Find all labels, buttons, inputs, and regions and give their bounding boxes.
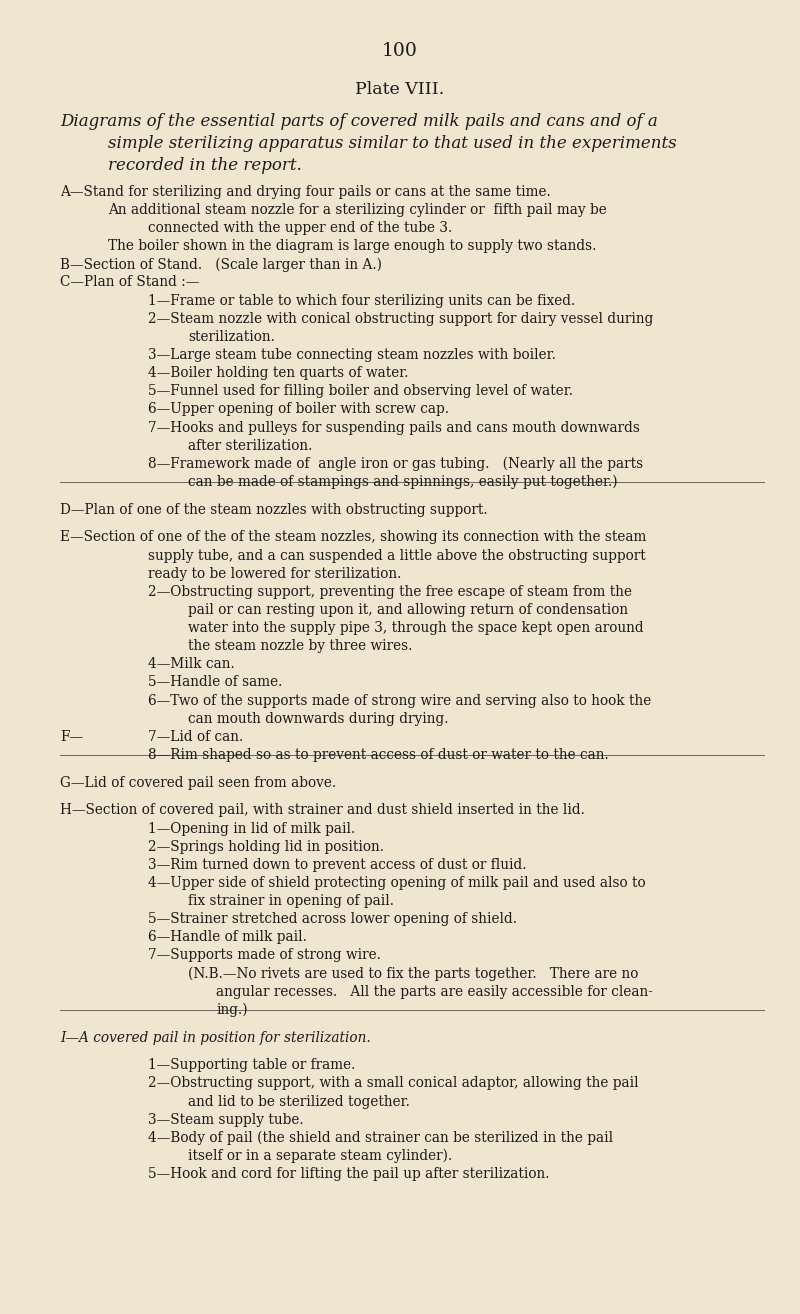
Text: fix strainer in opening of pail.: fix strainer in opening of pail. [188,894,394,908]
Text: supply tube, and a can suspended a little above the obstructing support: supply tube, and a can suspended a littl… [148,548,646,562]
Text: itself or in a separate steam cylinder).: itself or in a separate steam cylinder). [188,1148,452,1163]
Text: after sterilization.: after sterilization. [188,439,312,453]
Text: (N.B.—No rivets are used to fix the parts together.   There are no: (N.B.—No rivets are used to fix the part… [188,967,638,982]
Text: 3—Steam supply tube.: 3—Steam supply tube. [148,1113,304,1126]
Text: B—Section of Stand.   (Scale larger than in A.): B—Section of Stand. (Scale larger than i… [60,258,382,272]
Text: 5—Funnel used for filling boiler and observing level of water.: 5—Funnel used for filling boiler and obs… [148,384,573,398]
Text: Diagrams of the essential parts of covered milk pails and cans and of a: Diagrams of the essential parts of cover… [60,113,658,130]
Text: water into the supply pipe 3, through the space kept open around: water into the supply pipe 3, through th… [188,622,644,635]
Text: A—Stand for sterilizing and drying four pails or cans at the same time.: A—Stand for sterilizing and drying four … [60,185,550,198]
Text: the steam nozzle by three wires.: the steam nozzle by three wires. [188,639,412,653]
Text: 5—Hook and cord for lifting the pail up after sterilization.: 5—Hook and cord for lifting the pail up … [148,1167,550,1181]
Text: 100: 100 [382,42,418,60]
Text: 2—Springs holding lid in position.: 2—Springs holding lid in position. [148,840,384,854]
Text: 7—Lid of can.: 7—Lid of can. [148,729,243,744]
Text: 6—Handle of milk pail.: 6—Handle of milk pail. [148,930,307,945]
Text: 4—Boiler holding ten quarts of water.: 4—Boiler holding ten quarts of water. [148,367,409,380]
Text: The boiler shown in the diagram is large enough to supply two stands.: The boiler shown in the diagram is large… [108,239,596,254]
Text: 6—Upper opening of boiler with screw cap.: 6—Upper opening of boiler with screw cap… [148,402,449,417]
Text: ing.): ing.) [216,1003,248,1017]
Text: G—Lid of covered pail seen from above.: G—Lid of covered pail seen from above. [60,777,336,790]
Text: 3—Rim turned down to prevent access of dust or fluid.: 3—Rim turned down to prevent access of d… [148,858,526,871]
Text: 2—Obstructing support, with a small conical adaptor, allowing the pail: 2—Obstructing support, with a small coni… [148,1076,638,1091]
Text: C—Plan of Stand :—: C—Plan of Stand :— [60,276,199,289]
Text: An additional steam nozzle for a sterilizing cylinder or  fifth pail may be: An additional steam nozzle for a sterili… [108,202,606,217]
Text: 8—Framework made of  angle iron or gas tubing.   (Nearly all the parts: 8—Framework made of angle iron or gas tu… [148,457,643,472]
Text: 6—Two of the supports made of strong wire and serving also to hook the: 6—Two of the supports made of strong wir… [148,694,651,707]
Text: and lid to be sterilized together.: and lid to be sterilized together. [188,1095,410,1109]
Text: connected with the upper end of the tube 3.: connected with the upper end of the tube… [148,221,452,235]
Text: 4—Upper side of shield protecting opening of milk pail and used also to: 4—Upper side of shield protecting openin… [148,876,646,890]
Text: 2—Steam nozzle with conical obstructing support for dairy vessel during: 2—Steam nozzle with conical obstructing … [148,311,654,326]
Text: angular recesses.   All the parts are easily accessible for clean-: angular recesses. All the parts are easi… [216,984,653,999]
Text: can be made of stampings and spinnings, easily put together.): can be made of stampings and spinnings, … [188,474,618,489]
Text: pail or can resting upon it, and allowing return of condensation: pail or can resting upon it, and allowin… [188,603,628,616]
Text: H—Section of covered pail, with strainer and dust shield inserted in the lid.: H—Section of covered pail, with strainer… [60,803,585,817]
Text: 3—Large steam tube connecting steam nozzles with boiler.: 3—Large steam tube connecting steam nozz… [148,348,556,363]
Text: E—Section of one of the of the steam nozzles, showing its connection with the st: E—Section of one of the of the steam noz… [60,531,646,544]
Text: 4—Body of pail (the shield and strainer can be sterilized in the pail: 4—Body of pail (the shield and strainer … [148,1131,613,1146]
Text: F—: F— [60,729,83,744]
Text: D—Plan of one of the steam nozzles with obstructing support.: D—Plan of one of the steam nozzles with … [60,503,488,516]
Text: 1—Frame or table to which four sterilizing units can be fixed.: 1—Frame or table to which four sterilizi… [148,293,575,307]
Text: ready to be lowered for sterilization.: ready to be lowered for sterilization. [148,566,402,581]
Text: 5—Handle of same.: 5—Handle of same. [148,675,282,690]
Text: 7—Supports made of strong wire.: 7—Supports made of strong wire. [148,949,381,962]
Text: can mouth downwards during drying.: can mouth downwards during drying. [188,712,449,725]
Text: 2—Obstructing support, preventing the free escape of steam from the: 2—Obstructing support, preventing the fr… [148,585,632,599]
Text: 1—Opening in lid of milk pail.: 1—Opening in lid of milk pail. [148,821,355,836]
Text: Plate VIII.: Plate VIII. [355,81,445,99]
Text: simple sterilizing apparatus similar to that used in the experiments: simple sterilizing apparatus similar to … [108,135,677,152]
Text: 8—Rim shaped so as to prevent access of dust or water to the can.: 8—Rim shaped so as to prevent access of … [148,748,609,762]
Text: sterilization.: sterilization. [188,330,275,344]
Text: 1—Supporting table or frame.: 1—Supporting table or frame. [148,1058,355,1072]
Text: recorded in the report.: recorded in the report. [108,158,302,175]
Text: 7—Hooks and pulleys for suspending pails and cans mouth downwards: 7—Hooks and pulleys for suspending pails… [148,420,640,435]
Text: 5—Strainer stretched across lower opening of shield.: 5—Strainer stretched across lower openin… [148,912,517,926]
Text: I—A covered pail in position for sterilization.: I—A covered pail in position for sterili… [60,1031,370,1045]
Text: 4—Milk can.: 4—Milk can. [148,657,234,671]
